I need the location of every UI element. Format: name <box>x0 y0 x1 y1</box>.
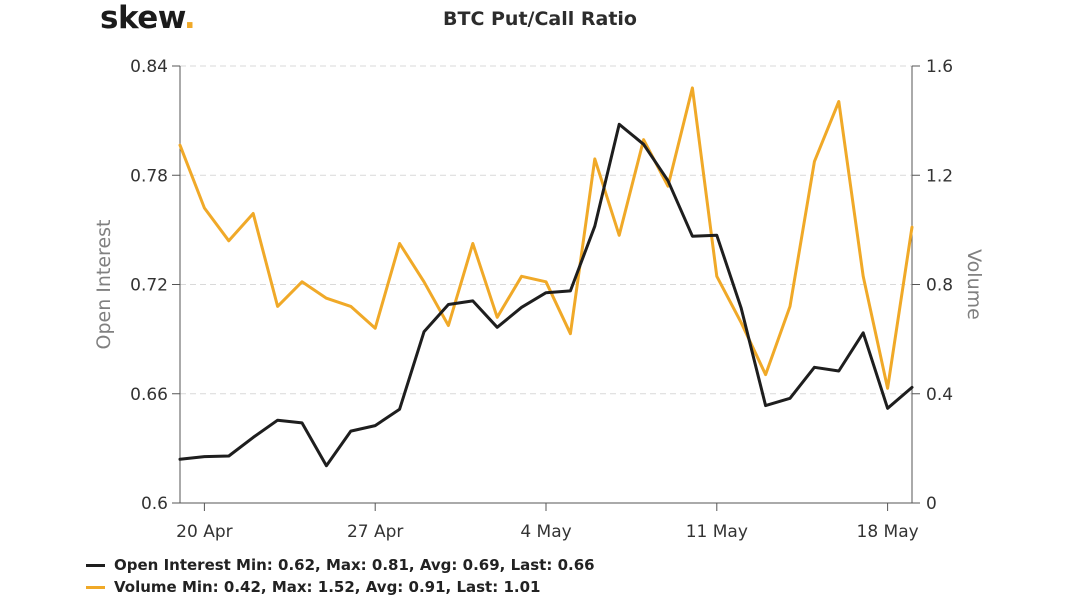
series-line-volume <box>178 86 914 390</box>
legend-swatch-volume <box>86 585 105 589</box>
skew-logo: skew. <box>100 0 196 36</box>
left-tick-label: 0.78 <box>130 166 168 186</box>
legend-item-open-interest[interactable]: Open Interest Min: 0.62, Max: 0.81, Avg:… <box>86 554 595 576</box>
left-tick-label: 0.72 <box>130 276 168 296</box>
right-tick-label: 0.8 <box>926 276 953 296</box>
left-axis-label: Open Interest <box>93 219 115 349</box>
x-tick-label: 20 Apr <box>176 522 232 542</box>
logo-dot: . <box>183 0 196 36</box>
left-tick-label: 0.6 <box>141 494 168 514</box>
chart-title: BTC Put/Call Ratio <box>443 8 637 30</box>
right-tick-label: 1.6 <box>926 57 953 77</box>
x-tick-label: 27 Apr <box>347 522 403 542</box>
logo-text: skew <box>100 0 184 36</box>
x-tick-label: 4 May <box>520 522 571 542</box>
legend-item-volume[interactable]: Volume Min: 0.42, Max: 1.52, Avg: 0.91, … <box>86 576 595 598</box>
legend-label-volume: Volume Min: 0.42, Max: 1.52, Avg: 0.91, … <box>114 578 541 596</box>
series-line-open-interest <box>178 122 914 468</box>
left-tick-label: 0.84 <box>130 57 168 77</box>
right-tick-label: 0.4 <box>926 385 953 405</box>
legend-swatch-open-interest <box>86 563 105 567</box>
legend-label-open-interest: Open Interest Min: 0.62, Max: 0.81, Avg:… <box>114 556 595 574</box>
x-tick-label: 18 May <box>857 522 919 542</box>
left-tick-label: 0.66 <box>130 385 168 405</box>
x-tick-label: 11 May <box>686 522 748 542</box>
legend: Open Interest Min: 0.62, Max: 0.81, Avg:… <box>86 554 595 598</box>
right-tick-label: 0 <box>926 494 937 514</box>
right-axis-label: Volume <box>963 249 985 320</box>
right-tick-label: 1.2 <box>926 166 953 186</box>
